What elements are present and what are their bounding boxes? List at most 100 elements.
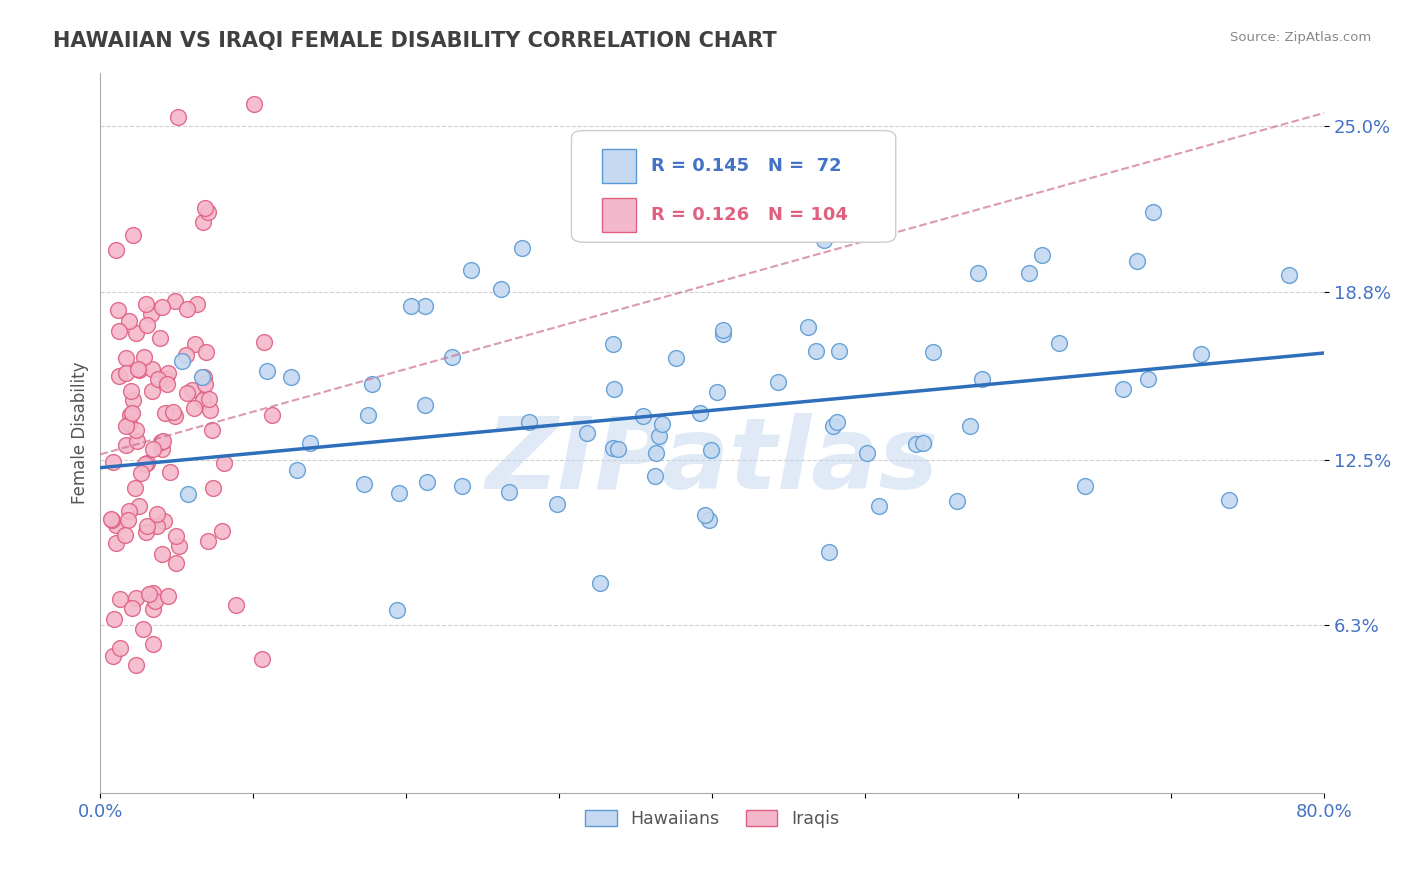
Point bbox=[510, 241, 533, 255]
Point bbox=[201, 481, 224, 495]
Point bbox=[121, 600, 143, 615]
Point bbox=[117, 417, 139, 431]
Point bbox=[181, 383, 204, 397]
Point bbox=[141, 307, 163, 321]
Point bbox=[121, 392, 143, 407]
Point bbox=[101, 513, 124, 527]
Point bbox=[706, 385, 728, 400]
Point bbox=[644, 469, 666, 483]
Point bbox=[1136, 372, 1159, 386]
Point bbox=[107, 303, 129, 318]
Point bbox=[118, 313, 141, 327]
Point bbox=[127, 362, 149, 376]
Bar bbox=[602, 197, 637, 232]
Point bbox=[817, 545, 839, 559]
Point bbox=[256, 364, 278, 378]
Point bbox=[103, 455, 125, 469]
Point bbox=[157, 366, 180, 380]
Point bbox=[1112, 382, 1135, 396]
Point bbox=[966, 266, 988, 280]
Point bbox=[152, 434, 174, 449]
Point bbox=[120, 384, 142, 398]
Point bbox=[162, 405, 184, 419]
Point bbox=[353, 477, 375, 491]
Point bbox=[1278, 268, 1301, 283]
Point bbox=[856, 446, 879, 460]
Point bbox=[813, 233, 835, 247]
Point bbox=[141, 384, 163, 398]
Point bbox=[821, 419, 844, 434]
Point bbox=[416, 475, 439, 489]
Point bbox=[1074, 479, 1097, 493]
Point bbox=[100, 512, 122, 526]
Point bbox=[105, 243, 128, 257]
Point bbox=[153, 406, 176, 420]
Point bbox=[155, 372, 177, 386]
Point bbox=[711, 327, 734, 342]
Point bbox=[170, 354, 193, 368]
Point bbox=[121, 227, 143, 242]
Point bbox=[132, 622, 155, 636]
Point bbox=[460, 262, 482, 277]
Point bbox=[120, 409, 142, 423]
Point bbox=[197, 534, 219, 549]
Point bbox=[117, 513, 139, 527]
Point bbox=[1047, 336, 1070, 351]
Point bbox=[766, 375, 789, 389]
Point bbox=[156, 589, 179, 603]
Point bbox=[575, 425, 598, 440]
Point bbox=[242, 97, 264, 112]
Point bbox=[153, 514, 176, 528]
Text: Source: ZipAtlas.com: Source: ZipAtlas.com bbox=[1230, 31, 1371, 45]
Point bbox=[868, 499, 890, 513]
Point bbox=[1218, 492, 1240, 507]
Point bbox=[184, 336, 207, 351]
Point bbox=[648, 428, 671, 442]
Point bbox=[103, 612, 125, 626]
Point bbox=[212, 456, 235, 470]
Point bbox=[105, 536, 128, 550]
Point bbox=[165, 556, 187, 570]
Point bbox=[125, 434, 148, 448]
Point bbox=[124, 481, 146, 495]
Point bbox=[441, 350, 464, 364]
Point bbox=[959, 418, 981, 433]
Point bbox=[711, 323, 734, 337]
Point bbox=[150, 442, 173, 456]
Point bbox=[198, 392, 221, 406]
Bar bbox=[602, 149, 637, 183]
Point bbox=[450, 479, 472, 493]
Point bbox=[194, 376, 217, 391]
Point bbox=[146, 372, 169, 386]
Point bbox=[193, 370, 215, 384]
Point bbox=[142, 586, 165, 600]
Point bbox=[114, 527, 136, 541]
Point bbox=[413, 398, 436, 412]
Point bbox=[159, 465, 181, 479]
Point bbox=[211, 524, 233, 539]
Point bbox=[905, 437, 928, 451]
Point bbox=[134, 457, 156, 471]
Point bbox=[385, 603, 408, 617]
Point bbox=[118, 504, 141, 518]
Point bbox=[141, 361, 163, 376]
Point bbox=[124, 423, 146, 437]
Point bbox=[631, 409, 654, 423]
Point bbox=[387, 486, 409, 500]
Point bbox=[167, 110, 190, 124]
Point bbox=[200, 403, 222, 417]
Point bbox=[413, 299, 436, 313]
Y-axis label: Female Disability: Female Disability bbox=[72, 362, 89, 504]
Point bbox=[191, 393, 214, 408]
Point bbox=[1031, 248, 1053, 262]
Point bbox=[1189, 347, 1212, 361]
Point bbox=[138, 587, 160, 601]
Text: HAWAIIAN VS IRAQI FEMALE DISABILITY CORRELATION CHART: HAWAIIAN VS IRAQI FEMALE DISABILITY CORR… bbox=[53, 31, 778, 51]
Point bbox=[911, 436, 934, 450]
Point bbox=[125, 326, 148, 341]
Point bbox=[280, 370, 302, 384]
Point bbox=[163, 294, 186, 309]
Point bbox=[191, 370, 214, 384]
Point bbox=[825, 415, 848, 429]
Point bbox=[150, 434, 173, 449]
